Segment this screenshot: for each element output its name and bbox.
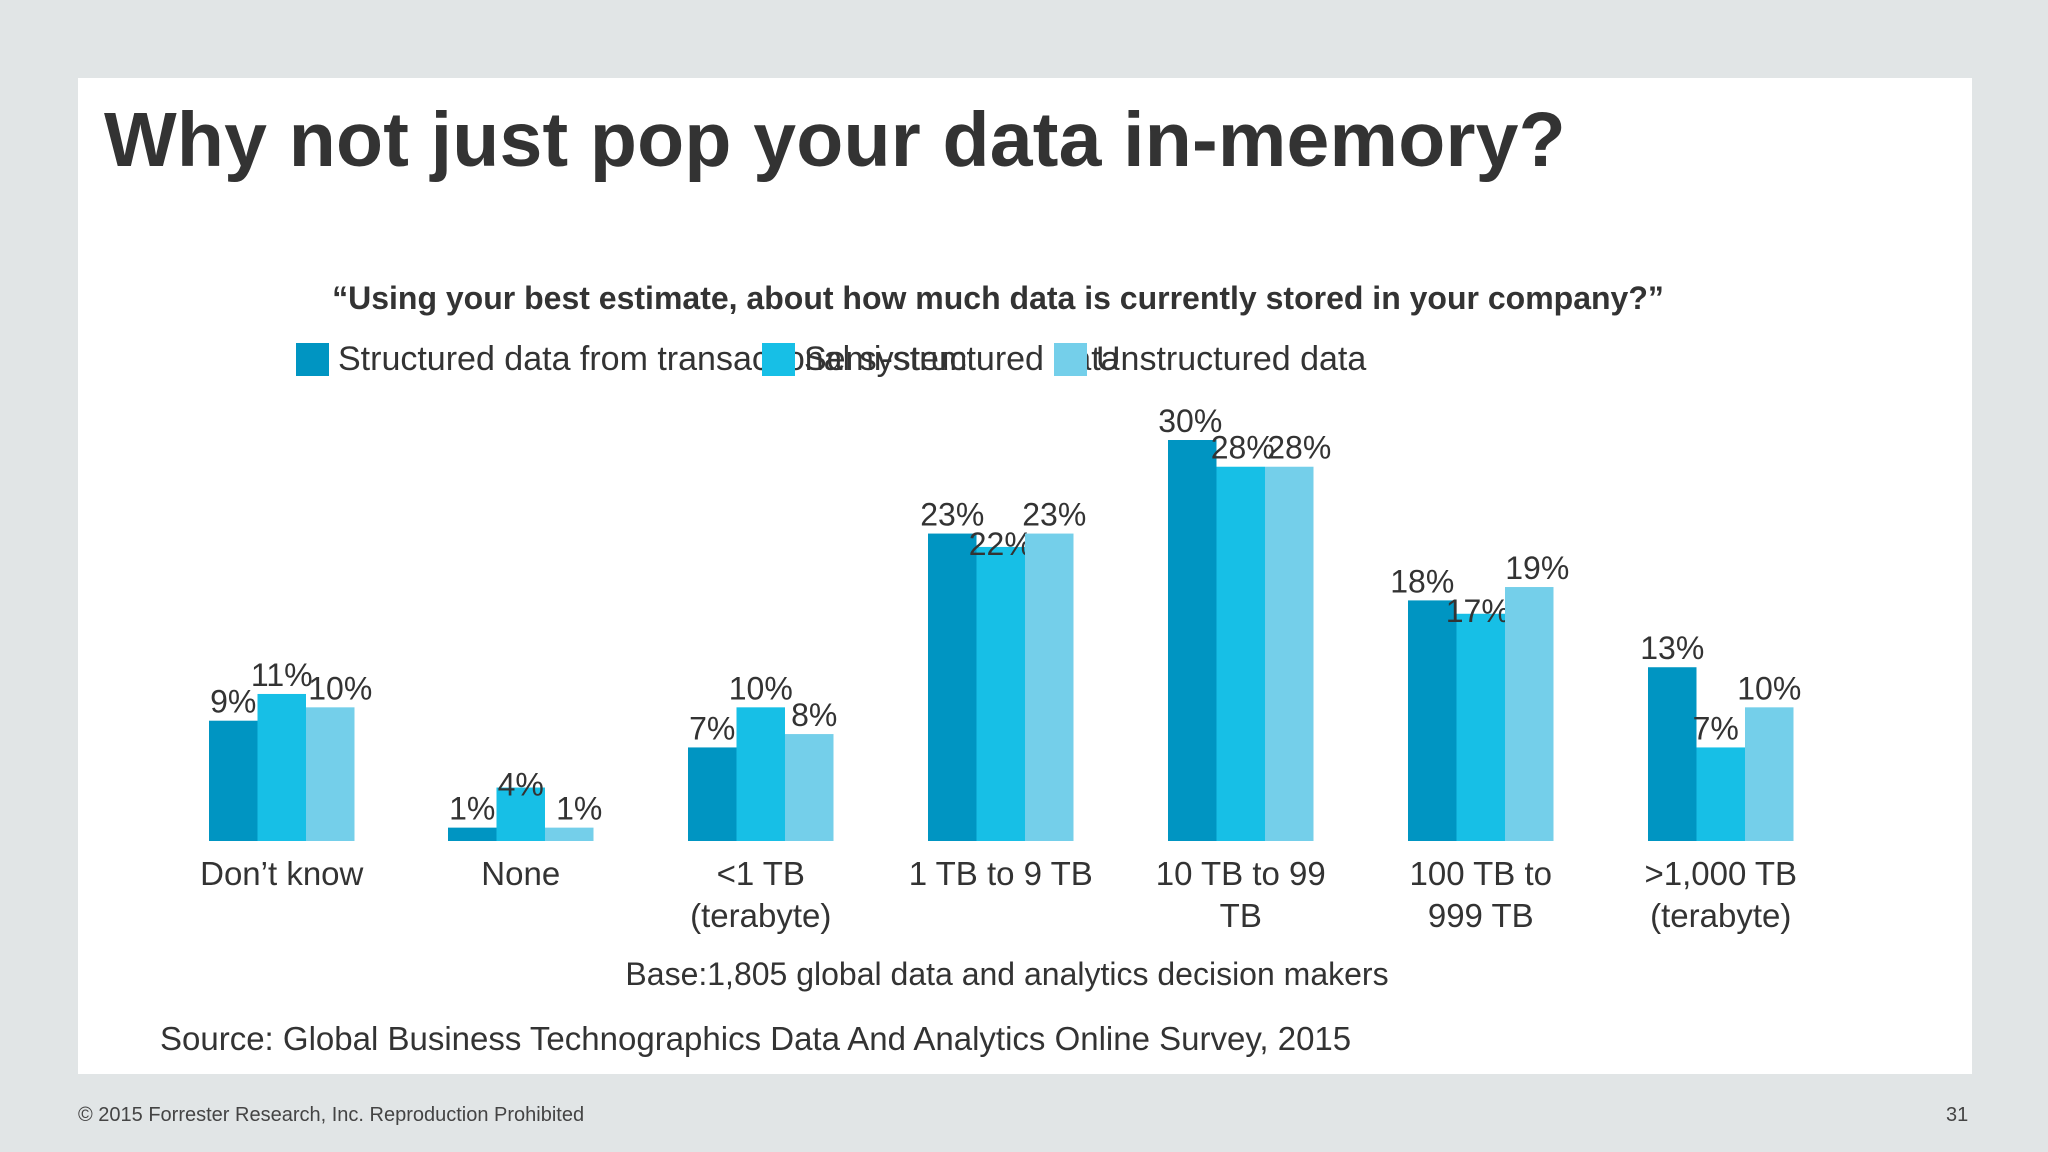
slide-title: Why not just pop your data in-memory?: [104, 97, 1566, 183]
data-label: 23%: [920, 497, 984, 533]
slide-panel: Why not just pop your data in-memory? “U…: [78, 78, 1972, 1074]
data-label: 13%: [1640, 630, 1704, 666]
category-label: 999 TB: [1428, 897, 1534, 934]
bar: [545, 827, 594, 841]
bar: [1216, 466, 1265, 841]
data-label: 7%: [1693, 710, 1739, 746]
data-label: 11%: [251, 657, 313, 693]
category-label: None: [481, 855, 560, 892]
data-label: 1%: [449, 791, 495, 827]
bar: [448, 827, 497, 841]
data-label: 10%: [729, 670, 793, 706]
bar: [1168, 440, 1217, 841]
legend-label: Unstructured data: [1096, 340, 1366, 378]
category-label: 1 TB to 9 TB: [909, 855, 1093, 892]
bar: [1025, 533, 1074, 841]
bar: [1648, 667, 1697, 841]
data-label: 18%: [1390, 563, 1454, 599]
data-label: 1%: [556, 791, 602, 827]
data-label: 22%: [969, 526, 1033, 562]
bar: [1456, 613, 1505, 841]
page-number: 31: [1946, 1104, 1969, 1126]
bar: [1745, 707, 1794, 841]
category-label: Don’t know: [200, 855, 363, 892]
category-label: TB: [1220, 897, 1262, 934]
legend-label: Structured data from transactional syste…: [338, 340, 967, 378]
data-label: 4%: [498, 767, 544, 803]
bar: [1408, 600, 1457, 841]
bar: [688, 747, 737, 841]
bar: [1505, 587, 1554, 841]
legend-swatch: [762, 343, 795, 376]
bar: [785, 734, 834, 841]
bar: [496, 787, 545, 841]
data-label: 9%: [210, 684, 256, 720]
data-label: 23%: [1022, 497, 1086, 533]
base-note: Base:1,805 global data and analytics dec…: [625, 956, 1388, 992]
bar: [736, 707, 785, 841]
data-label: 19%: [1505, 550, 1569, 586]
data-label: 28%: [1267, 430, 1331, 466]
data-label: 10%: [1737, 670, 1801, 706]
data-label: 30%: [1158, 403, 1222, 439]
category-label: (terabyte): [1650, 897, 1791, 934]
bar: [1696, 747, 1745, 841]
bar: [976, 546, 1025, 841]
chart: “Using your best estimate, about how muc…: [160, 280, 1801, 1057]
data-label: 10%: [308, 670, 372, 706]
data-label: 8%: [791, 697, 837, 733]
data-label: 7%: [689, 710, 735, 746]
bar: [209, 720, 258, 841]
legend-swatch: [1054, 343, 1087, 376]
category-label: (terabyte): [690, 897, 831, 934]
category-label: >1,000 TB: [1644, 855, 1797, 892]
category-label: 100 TB to: [1410, 855, 1553, 892]
data-label: 17%: [1446, 593, 1510, 629]
bar: [257, 693, 306, 841]
chart-title: “Using your best estimate, about how muc…: [332, 280, 1664, 316]
bar: [1265, 466, 1314, 841]
category-label: 10 TB to 99: [1156, 855, 1326, 892]
category-label: <1 TB: [717, 855, 805, 892]
bar: [928, 533, 977, 841]
legend-swatch: [296, 343, 329, 376]
footer-copyright: © 2015 Forrester Research, Inc. Reproduc…: [78, 1104, 585, 1126]
source-note: Source: Global Business Technographics D…: [160, 1020, 1351, 1057]
bar: [306, 707, 355, 841]
data-label: 28%: [1211, 430, 1275, 466]
